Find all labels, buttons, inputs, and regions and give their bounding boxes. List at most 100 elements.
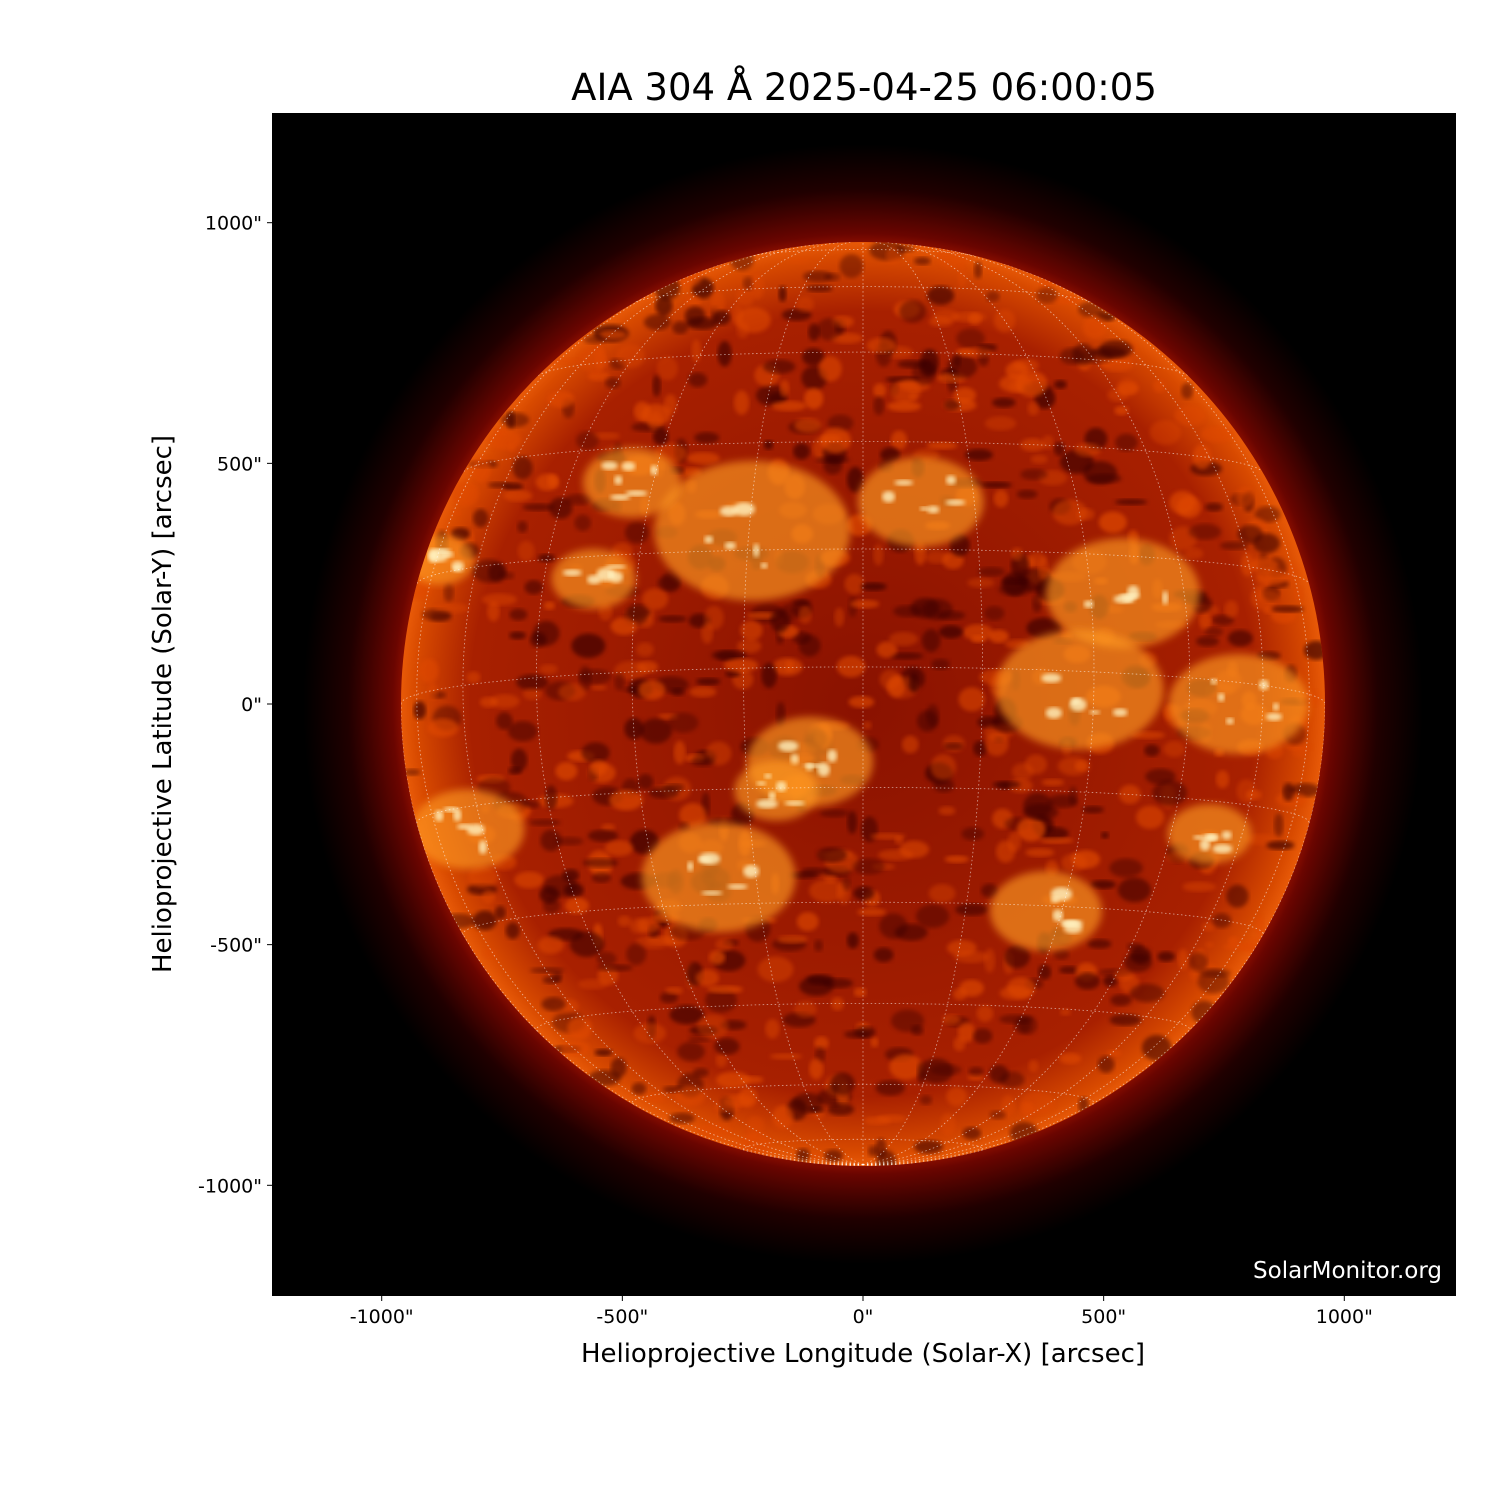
- disk-texture-blob: [624, 717, 644, 740]
- disk-texture-blob: [1205, 941, 1215, 948]
- disk-texture-blob: [679, 803, 707, 827]
- disk-texture-blob: [852, 858, 885, 875]
- active-region-core: [1212, 843, 1233, 854]
- disk-texture-blob: [443, 582, 454, 602]
- disk-texture-blob: [972, 1028, 993, 1044]
- disk-texture-blob: [1059, 1008, 1072, 1016]
- disk-texture-blob: [876, 1150, 897, 1166]
- disk-texture-blob: [646, 936, 679, 946]
- disk-texture-blob: [1053, 948, 1070, 960]
- grid-line: [749, 249, 977, 257]
- active-region-core: [443, 806, 459, 813]
- disk-texture-blob: [482, 889, 496, 904]
- disk-texture-blob: [1282, 782, 1295, 802]
- disk-texture-blob: [846, 932, 859, 949]
- disk-texture-blob: [820, 427, 851, 454]
- disk-texture-blob: [499, 571, 515, 580]
- disk-texture-blob: [873, 383, 887, 398]
- disk-texture-blob: [1028, 1059, 1039, 1073]
- disk-texture-blob: [1036, 287, 1058, 304]
- disk-texture-blob: [1097, 1056, 1115, 1073]
- disk-texture-blob: [434, 602, 470, 614]
- disk-texture-blob: [1244, 833, 1278, 845]
- disk-texture-blob: [688, 1035, 711, 1043]
- active-region-core: [1089, 710, 1101, 715]
- disk-texture-blob: [1266, 840, 1295, 850]
- disk-texture-blob: [1016, 489, 1038, 499]
- disk-texture-blob: [771, 400, 807, 412]
- disk-texture-blob: [794, 1000, 817, 1018]
- disk-texture-blob: [543, 875, 578, 898]
- disk-texture-blob: [581, 742, 610, 764]
- disk-texture-blob: [763, 440, 774, 450]
- disk-texture-blob: [1038, 556, 1049, 581]
- active-region-core: [1225, 717, 1234, 725]
- disk-texture-blob: [574, 514, 591, 532]
- disk-texture-blob: [794, 418, 822, 433]
- disk-texture-blob: [984, 948, 996, 973]
- grid-line: [862, 246, 1264, 1165]
- disk-texture-blob: [787, 256, 809, 264]
- disk-texture-blob: [640, 403, 672, 426]
- disk-texture-blob: [873, 395, 885, 416]
- grid-line: [462, 901, 1264, 936]
- disk-texture-blob: [1103, 975, 1118, 987]
- disk-texture-blob: [487, 601, 500, 622]
- disk-texture-blob: [796, 1148, 810, 1162]
- disk-texture-blob: [873, 543, 884, 566]
- disk-texture-blob: [796, 296, 814, 313]
- disk-texture-blob: [427, 682, 438, 701]
- disk-texture-blob: [1054, 380, 1067, 389]
- disk-texture-blob: [587, 370, 610, 382]
- disk-texture-blob: [693, 1067, 709, 1078]
- disk-texture-blob: [1059, 1052, 1082, 1065]
- disk-texture-blob: [927, 286, 955, 305]
- disk-texture-blob: [1007, 832, 1021, 852]
- active-region-core: [756, 799, 778, 809]
- disk-texture-blob: [1109, 858, 1143, 878]
- disk-texture-blob: [512, 456, 533, 480]
- active-region-core: [881, 491, 896, 503]
- disk-texture-blob: [509, 631, 527, 640]
- disk-texture-blob: [616, 344, 645, 368]
- x-axis-label: Helioprojective Longitude (Solar-X) [arc…: [581, 1339, 1145, 1369]
- disk-texture-blob: [772, 1105, 794, 1129]
- disk-texture-blob: [473, 508, 489, 528]
- disk-texture-blob: [984, 416, 1017, 431]
- disk-texture-blob: [524, 580, 543, 595]
- disk-texture-blob: [1109, 1014, 1142, 1026]
- disk-texture-blob: [860, 582, 887, 591]
- disk-texture-blob: [713, 310, 731, 326]
- disk-texture-blob: [944, 399, 961, 411]
- disk-texture-blob: [979, 481, 1012, 489]
- disk-texture-blob: [686, 452, 720, 464]
- active-region-core: [650, 464, 658, 476]
- disk-texture-blob: [677, 1041, 705, 1062]
- disk-texture-blob: [988, 629, 1009, 643]
- active-region-core: [817, 762, 830, 777]
- disk-texture-blob: [981, 883, 999, 898]
- disk-texture-blob: [1110, 994, 1132, 1007]
- disk-texture-blob: [560, 1040, 590, 1056]
- disk-texture-blob: [601, 823, 616, 832]
- disk-texture-blob: [1212, 913, 1232, 929]
- disk-texture-blob: [652, 427, 669, 446]
- disk-texture-blob: [1032, 594, 1042, 613]
- disk-texture-blob: [778, 285, 787, 302]
- active-region-core: [894, 479, 914, 486]
- disk-texture-blob: [1004, 945, 1030, 969]
- disk-texture-blob: [854, 1026, 876, 1038]
- disk-texture-blob: [583, 335, 605, 344]
- disk-texture-blob: [889, 652, 924, 660]
- disk-texture-blob: [452, 509, 462, 516]
- disk-texture-blob: [1059, 347, 1085, 365]
- disk-texture-blob: [870, 833, 906, 840]
- active-region-core: [1052, 909, 1064, 922]
- disk-texture-blob: [547, 390, 575, 408]
- disk-texture-blob: [636, 660, 659, 674]
- disk-texture-blob: [529, 967, 565, 974]
- disk-texture-blob: [1205, 502, 1223, 512]
- disk-texture-blob: [830, 1072, 855, 1096]
- disk-texture-blob: [984, 731, 1009, 756]
- disk-texture-blob: [1240, 553, 1255, 577]
